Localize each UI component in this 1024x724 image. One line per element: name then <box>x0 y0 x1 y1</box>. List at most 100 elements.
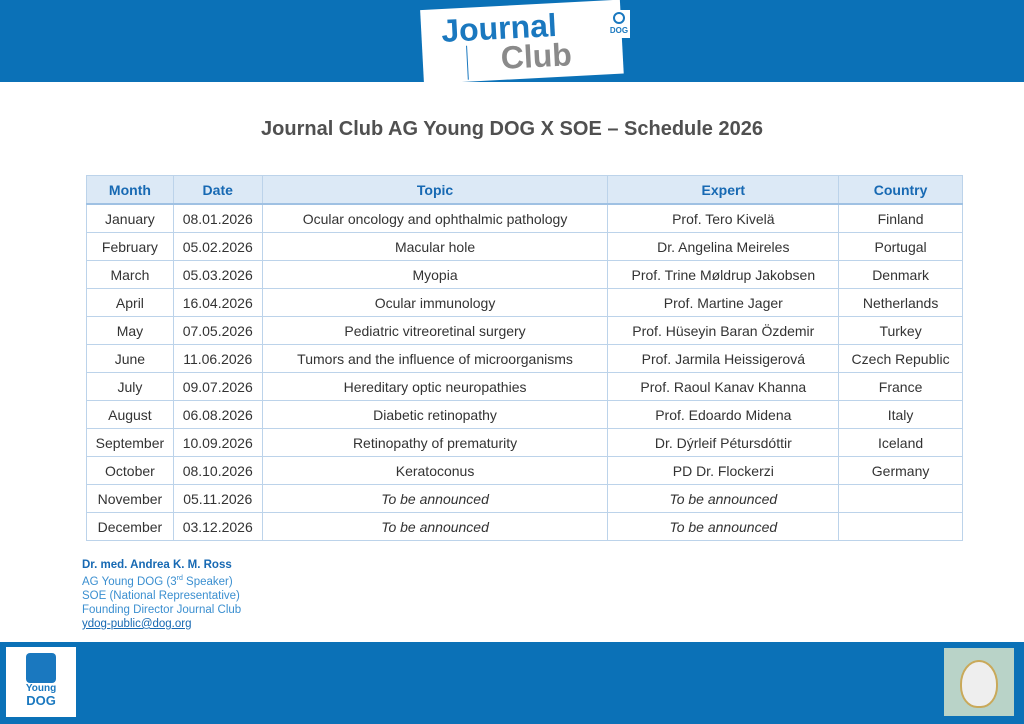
table-cell: Tumors and the influence of microorganis… <box>261 344 609 373</box>
table-cell: 11.06.2026 <box>172 344 263 373</box>
logo-icon <box>26 653 56 683</box>
table-cell: 07.05.2026 <box>172 316 263 345</box>
contact-role: SOE (National Representative) <box>82 589 240 602</box>
table-cell <box>838 512 963 541</box>
table-cell: 08.10.2026 <box>172 456 263 485</box>
text: AG Young DOG (3 <box>82 575 177 588</box>
table-cell: January <box>86 203 174 233</box>
table-cell: Denmark <box>838 260 963 289</box>
table-cell: Prof. Raoul Kanav Khanna <box>607 372 840 401</box>
contact: Dr. med. Andrea K. M. Ross AG Young DOG … <box>82 558 241 631</box>
table-cell: Diabetic retinopathy <box>261 400 609 429</box>
table-cell: December <box>86 512 174 541</box>
table-cell: Pediatric vitreoretinal surgery <box>261 316 609 345</box>
table-cell: 16.04.2026 <box>172 288 263 317</box>
table-row: June 11.06.2026 Tumors and the influence o… <box>86 344 963 373</box>
table-cell: Myopia <box>261 260 609 289</box>
logo-text: DOG <box>26 693 56 708</box>
table-cell: Prof. Jarmila Heissigerová <box>607 344 840 373</box>
superscript: rd <box>176 575 183 582</box>
table-row: August 06.08.2026 Diabetic retinopathy Prof… <box>86 400 963 429</box>
table-row: February 05.02.2026 Macular hole Dr. Angeli… <box>86 232 963 261</box>
table-cell: Prof. Tero Kivelä <box>607 203 840 233</box>
logo-rule <box>466 45 469 80</box>
badge: DOG <box>608 10 630 38</box>
table-cell <box>838 484 963 513</box>
table-row: March 05.03.2026 Myopia Prof. Trine Møldrup… <box>86 260 963 289</box>
logo-emblem <box>960 660 998 708</box>
table-cell: PD Dr. Flockerzi <box>607 456 840 485</box>
table-cell: February <box>86 232 174 261</box>
table-row: December 03.12.2026 To be announced To be a… <box>86 512 963 541</box>
table-row: April 16.04.2026 Ocular immunology Prof. Ma… <box>86 288 963 317</box>
logo-text: Club <box>499 36 573 76</box>
contact-email[interactable]: ydog-public@dog.org <box>82 617 192 630</box>
table-cell: Keratoconus <box>261 456 609 485</box>
table-row: May 07.05.2026 Pediatric vitreoretinal sur… <box>86 316 963 345</box>
column-header: Expert <box>607 175 840 205</box>
table-cell: Italy <box>838 400 963 429</box>
young-dog-logo: Young DOG <box>6 647 76 717</box>
column-header: Month <box>86 175 174 205</box>
table-cell: 03.12.2026 <box>172 512 263 541</box>
table-cell: 08.01.2026 <box>172 203 263 233</box>
contact-name: Dr. med. Andrea K. M. Ross <box>82 559 232 571</box>
table-cell: 05.02.2026 <box>172 232 263 261</box>
text: Speaker) <box>182 575 233 588</box>
table-cell: To be announced <box>607 512 840 541</box>
column-header: Topic <box>261 175 609 205</box>
table-cell: Macular hole <box>261 232 609 261</box>
table-cell: Prof. Edoardo Midena <box>607 400 840 429</box>
contact-role: AG Young DOG (3rd Speaker) <box>82 572 241 589</box>
table-cell: Dr. Angelina Meireles <box>607 232 840 261</box>
table-cell: France <box>838 372 963 401</box>
table-cell: Prof. Martine Jager <box>607 288 840 317</box>
table-cell: Netherlands <box>838 288 963 317</box>
table-cell: 09.07.2026 <box>172 372 263 401</box>
table-cell: Hereditary optic neuropathies <box>261 372 609 401</box>
table-cell: June <box>86 344 174 373</box>
table-cell: 06.08.2026 <box>172 400 263 429</box>
column-header: Country <box>838 175 963 205</box>
table-cell: Retinopathy of prematurity <box>261 428 609 457</box>
header-row: Month Date Topic Expert Country <box>86 175 963 205</box>
table-cell: Czech Republic <box>838 344 963 373</box>
table-row: October 08.10.2026 Keratoconus PD Dr. Flock… <box>86 456 963 485</box>
column-header: Date <box>172 175 263 205</box>
table-cell: To be announced <box>261 512 609 541</box>
table-cell: Finland <box>838 203 963 233</box>
table-cell: To be announced <box>607 484 840 513</box>
table-cell: Prof. Hüseyin Baran Özdemir <box>607 316 840 345</box>
table-cell: March <box>86 260 174 289</box>
table-cell: Ocular oncology and ophthalmic pathology <box>261 203 609 233</box>
table-cell: October <box>86 456 174 485</box>
soe-logo <box>944 648 1014 716</box>
table-cell: August <box>86 400 174 429</box>
table-cell: July <box>86 372 174 401</box>
table-cell: Portugal <box>838 232 963 261</box>
table-cell: To be announced <box>261 484 609 513</box>
table-cell: 05.11.2026 <box>172 484 263 513</box>
table-cell: May <box>86 316 174 345</box>
journal-club-logo: Journal Club <box>420 0 624 84</box>
contact-role: Founding Director Journal Club <box>82 603 242 616</box>
badge-text: DOG <box>609 26 629 35</box>
table-cell: November <box>86 484 174 513</box>
table-cell: Iceland <box>838 428 963 457</box>
table-cell: Dr. Dýrleif Pétursdóttir <box>607 428 840 457</box>
table-cell: Prof. Trine Møldrup Jakobsen <box>607 260 840 289</box>
table-cell: 05.03.2026 <box>172 260 263 289</box>
title: Journal Club AG Young DOG X SOE – Schedu… <box>261 118 763 140</box>
table-cell: April <box>86 288 174 317</box>
table-cell: 10.09.2026 <box>172 428 263 457</box>
table-cell: Germany <box>838 456 963 485</box>
schedule-table: Month Date Topic Expert Country January 08.01.… <box>86 175 963 541</box>
footer-band <box>0 642 1024 724</box>
table-row: July 09.07.2026 Hereditary optic neuropath… <box>86 372 963 401</box>
logo-text: Young <box>25 683 57 694</box>
table-cell: Ocular immunology <box>261 288 609 317</box>
table-cell: September <box>86 428 174 457</box>
table-row: September 10.09.2026 Retinopathy of premat… <box>86 428 963 457</box>
table-row: January 08.01.2026 Ocular oncology and oph… <box>86 203 963 233</box>
